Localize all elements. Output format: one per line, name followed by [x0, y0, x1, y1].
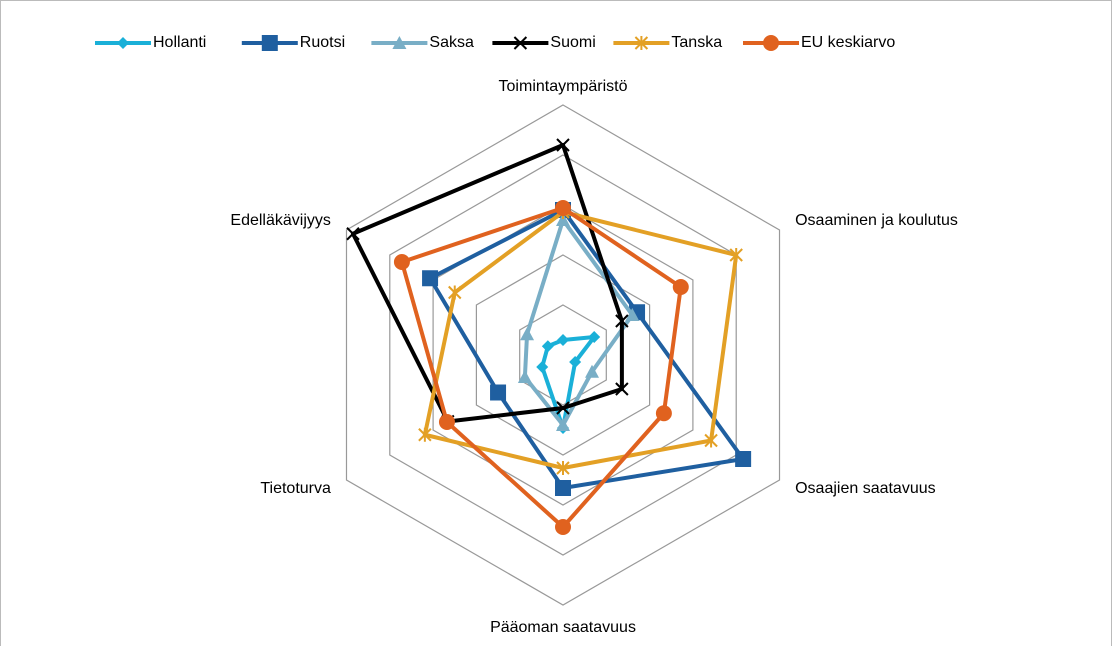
axis-label: Osaaminen ja koulutus: [795, 212, 958, 229]
marker: [557, 334, 569, 346]
marker: [392, 36, 407, 49]
axis-label: Pääoman saatavuus: [490, 619, 636, 636]
legend-label: Suomi: [550, 34, 595, 51]
marker: [520, 327, 535, 341]
marker: [555, 480, 571, 496]
marker: [763, 35, 779, 51]
marker: [261, 35, 278, 51]
marker: [555, 519, 571, 535]
legend-label: Tanska: [671, 34, 722, 51]
axis-label: Osaajien saatavuus: [795, 480, 936, 497]
marker: [393, 254, 410, 270]
marker: [672, 279, 689, 295]
marker: [346, 227, 360, 241]
marker: [556, 461, 570, 475]
legend-label: Ruotsi: [300, 34, 345, 51]
marker: [729, 248, 743, 262]
marker: [569, 356, 582, 368]
grid-ring: [519, 304, 607, 406]
marker: [625, 308, 640, 321]
marker: [513, 36, 528, 50]
axis-label: Tietoturva: [260, 480, 331, 497]
marker: [585, 364, 600, 378]
marker: [655, 405, 672, 422]
grid-ring: [432, 204, 694, 506]
marker: [556, 418, 570, 431]
marker: [735, 451, 752, 467]
legend-label: EU keskiarvo: [801, 34, 895, 51]
marker: [704, 433, 718, 448]
marker: [615, 314, 629, 328]
marker: [556, 138, 570, 152]
grid-ring: [475, 254, 651, 456]
marker: [556, 213, 570, 226]
marker: [517, 370, 532, 383]
marker: [438, 414, 455, 430]
marker: [555, 200, 571, 216]
axis-label: Edelläkävijyys: [230, 212, 330, 229]
marker: [418, 427, 432, 442]
legend-label: Saksa: [429, 34, 474, 51]
marker: [556, 401, 570, 415]
marker: [422, 270, 439, 287]
grid-ring: [345, 104, 781, 606]
marker: [490, 384, 507, 401]
marker: [541, 340, 554, 353]
marker: [588, 331, 601, 343]
marker: [448, 285, 462, 300]
legend-label: Hollanti: [153, 34, 206, 51]
marker: [634, 36, 649, 50]
axis-label: Toimintaympäristö: [499, 78, 628, 95]
series-line: [350, 143, 624, 424]
marker: [117, 37, 129, 49]
marker: [536, 361, 549, 373]
marker: [615, 382, 629, 396]
